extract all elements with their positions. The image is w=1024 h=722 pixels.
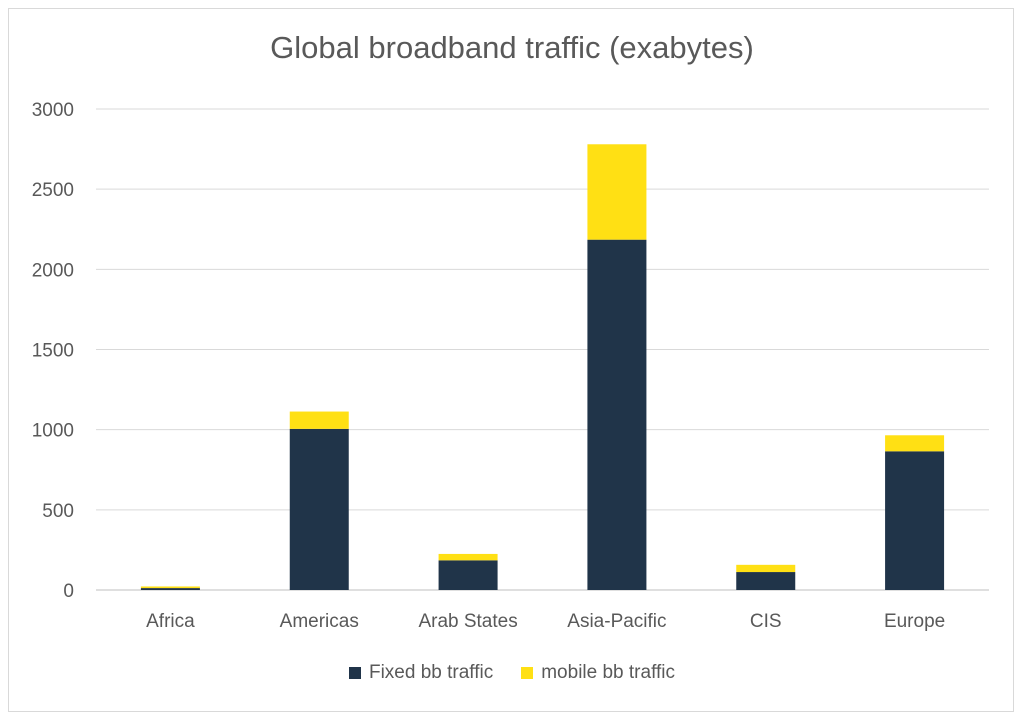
bar-mobile [885,435,945,452]
y-tick-label: 0 [63,581,74,602]
y-tick-label: 2500 [32,180,74,201]
legend-item-mobile: mobile bb traffic [521,662,675,684]
bar-mobile [140,586,200,589]
bar-mobile [587,144,647,240]
bar-mobile [438,553,498,561]
bar-fixed [438,560,498,590]
x-tick-label: Arab States [418,611,517,632]
y-tick-label: 1000 [32,421,74,442]
x-tick-label: Europe [884,611,945,632]
y-tick-label: 2000 [32,260,74,281]
bar-fixed [140,588,200,590]
legend-label-mobile: mobile bb traffic [541,662,676,683]
x-tick-label: Africa [146,611,195,632]
bar-fixed [289,428,349,590]
chart-title: Global broadband traffic (exabytes) [270,30,754,65]
legend-item-fixed: Fixed bb traffic [348,662,494,684]
y-tick-label: 1500 [32,341,74,362]
x-tick-label: Americas [280,611,359,632]
chart-frame [8,8,1014,712]
legend-swatch-mobile [521,667,534,679]
bar-mobile [736,564,796,573]
y-tick-label: 3000 [32,100,74,121]
bar-fixed [736,572,796,590]
chart-legend: Fixed bb traffic mobile bb traffic [0,662,1024,684]
x-tick-label: CIS [750,611,782,632]
legend-swatch-fixed [348,667,361,679]
legend-label-fixed: Fixed bb traffic [368,662,494,683]
bar-fixed [587,239,647,590]
bar-fixed [885,451,945,590]
y-tick-label: 500 [42,501,74,522]
x-tick-label: Asia-Pacific [567,611,666,632]
bar-mobile [289,411,349,429]
